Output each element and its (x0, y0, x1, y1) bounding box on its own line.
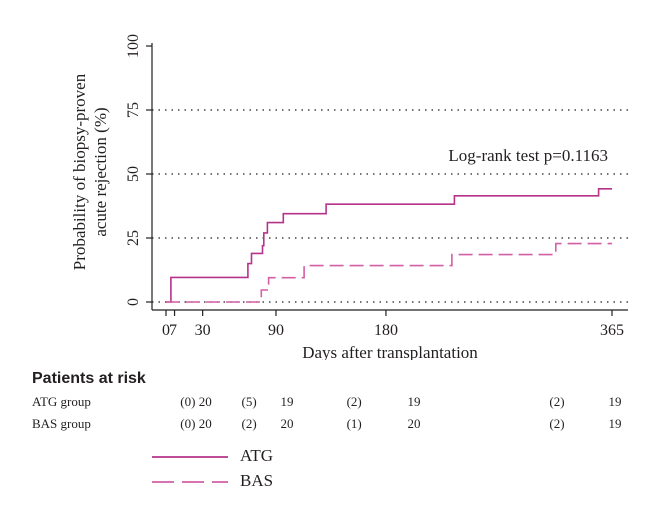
risk-cell: (1) (346, 416, 362, 431)
x-tick-label-7: 7 (169, 322, 177, 339)
risk-cell: (0) 20 (180, 416, 212, 431)
risk-table-title: Patients at risk (32, 370, 146, 387)
legend-label-atg: ATG (240, 446, 274, 465)
x-axis-title: Days after transplantation (302, 343, 478, 360)
risk-cell: 19 (407, 394, 421, 409)
risk-row-label: ATG group (32, 394, 91, 409)
x-tick-label-90: 90 (268, 322, 284, 339)
risk-cell: 19 (608, 416, 622, 431)
y-tick-label-75: 75 (125, 102, 142, 118)
x-tick-label-180: 180 (374, 322, 398, 339)
y-axis-title-line-2: acute rejection (%) (91, 107, 110, 236)
y-tick-label-0: 0 (125, 298, 142, 306)
risk-cell: 19 (280, 394, 294, 409)
y-tick-label-25: 25 (125, 230, 142, 246)
risk-cell: 20 (280, 416, 294, 431)
y-axis-title-line-1: Probability of biopsy-proven (70, 73, 89, 270)
risk-cell: 19 (608, 394, 622, 409)
risk-cell: (2) (346, 394, 362, 409)
risk-cell: (2) (549, 416, 565, 431)
risk-cell: (5) (241, 394, 257, 409)
series-line-bas (166, 242, 612, 303)
logrank-annotation: Log-rank test p=0.1163 (448, 146, 608, 165)
series-line-atg (166, 188, 612, 303)
risk-row-label: BAS group (32, 416, 91, 431)
risk-cell: (2) (549, 394, 565, 409)
risk-cell: 20 (407, 416, 421, 431)
x-tick-label-30: 30 (195, 322, 211, 339)
y-tick-label-50: 50 (125, 166, 142, 182)
x-tick-label-365: 365 (600, 322, 624, 339)
risk-cell: (2) (241, 416, 257, 431)
legend-label-bas: BAS (240, 471, 274, 490)
y-tick-label-100: 100 (125, 34, 142, 58)
risk-cell: (0) 20 (180, 394, 212, 409)
x-tick-label-0: 0 (162, 322, 170, 339)
